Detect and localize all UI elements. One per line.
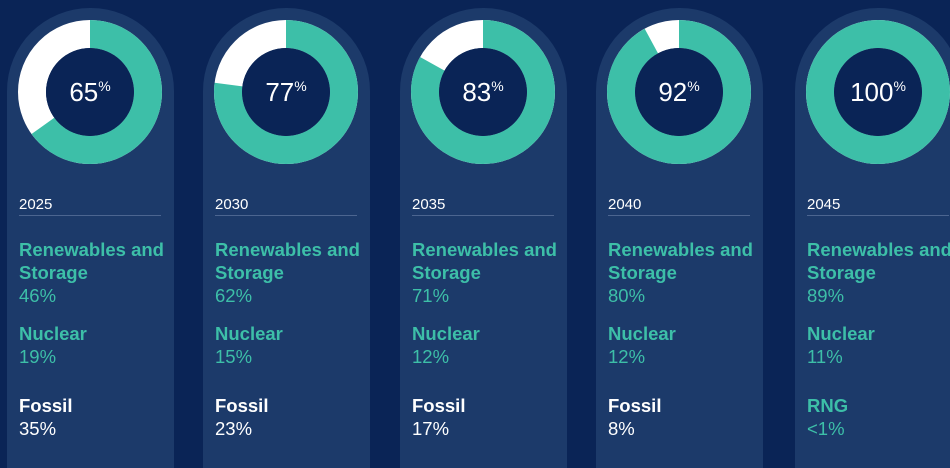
year: 2025 xyxy=(19,196,53,213)
mix-item: Nuclear 19% xyxy=(19,322,169,368)
divider xyxy=(608,215,750,216)
mix-value: 15% xyxy=(215,346,253,367)
mix-item: Nuclear 12% xyxy=(608,322,758,368)
mix-value: 46% xyxy=(19,285,57,306)
page: 65% 2025 Renewables and Storage 46% Nuclear 1… xyxy=(7,8,950,468)
card: 65% 2025 Renewables and Storage 46% Nuclear 1… xyxy=(7,8,174,468)
mix-item: Nuclear 15% xyxy=(215,322,365,368)
divider xyxy=(807,215,949,216)
donut-value: 77 xyxy=(265,77,294,107)
donut: 83% xyxy=(411,20,555,164)
mix-label: Nuclear xyxy=(608,323,676,344)
mix-label: Renewables and Storage xyxy=(608,239,753,283)
donut: 65% xyxy=(18,20,162,164)
donut-hole xyxy=(242,48,330,136)
mix-item: Nuclear 12% xyxy=(412,322,562,368)
donut-value: 92 xyxy=(658,77,687,107)
mix-label: Nuclear xyxy=(19,323,87,344)
donut-unit: % xyxy=(893,78,905,94)
donut-hole xyxy=(439,48,527,136)
mix-value: 62% xyxy=(215,285,253,306)
mix-value: 80% xyxy=(608,285,646,306)
donut: 100% xyxy=(806,20,950,164)
mix-label: Fossil xyxy=(412,395,466,416)
donut-unit: % xyxy=(98,78,110,94)
mix-item: Fossil 8% xyxy=(608,394,758,440)
mix-label: Renewables and Storage xyxy=(807,239,950,283)
donut-value: 65 xyxy=(69,77,98,107)
year: 2035 xyxy=(412,196,446,213)
card: 77% 2030 Renewables and Storage 62% Nuclear 1… xyxy=(203,8,370,468)
mix-value: 12% xyxy=(608,346,646,367)
donut-hole xyxy=(834,48,922,136)
mix-label: Renewables and Storage xyxy=(215,239,360,283)
divider xyxy=(215,215,357,216)
donut-label: 83% xyxy=(462,77,503,107)
card: 83% 2035 Renewables and Storage 71% Nuclear 1… xyxy=(400,8,567,468)
divider xyxy=(19,215,161,216)
divider xyxy=(412,215,554,216)
year: 2045 xyxy=(807,196,841,213)
donut-hole xyxy=(46,48,134,136)
mix-label: Nuclear xyxy=(215,323,283,344)
donut-arc xyxy=(806,20,950,164)
donut-hole xyxy=(635,48,723,136)
donut-unit: % xyxy=(294,78,306,94)
mix-item: Renewables and Storage 71% xyxy=(412,238,562,307)
mix-label: Nuclear xyxy=(807,323,875,344)
mix-label: Renewables and Storage xyxy=(19,239,164,283)
donut-arc xyxy=(18,20,162,164)
donut-unit: % xyxy=(491,78,503,94)
mix-item: Renewables and Storage 46% xyxy=(19,238,169,307)
mix-value: 8% xyxy=(608,418,635,439)
mix-value: 35% xyxy=(19,418,57,439)
mix-label: RNG xyxy=(807,395,849,416)
mix-value: <1% xyxy=(807,418,845,439)
year: 2030 xyxy=(215,196,249,213)
mix-label: Fossil xyxy=(19,395,73,416)
mix-label: Renewables and Storage xyxy=(412,239,557,283)
mix-value: 11% xyxy=(807,346,843,367)
mix-label: Nuclear xyxy=(412,323,480,344)
mix-item: RNG <1% xyxy=(807,394,950,440)
donut: 92% xyxy=(607,20,751,164)
donut-arc xyxy=(214,20,358,164)
mix-item: Renewables and Storage 62% xyxy=(215,238,365,307)
mix-item: Renewables and Storage 89% xyxy=(807,238,950,307)
donut-label: 65% xyxy=(69,77,110,107)
mix-value: 89% xyxy=(807,285,845,306)
donut-arc xyxy=(411,20,555,164)
mix-label: Fossil xyxy=(215,395,269,416)
mix-value: 23% xyxy=(215,418,253,439)
donut-value: 100 xyxy=(850,77,893,107)
mix-label: Fossil xyxy=(608,395,662,416)
donut-label: 77% xyxy=(265,77,306,107)
card: 92% 2040 Renewables and Storage 80% Nuclear 1… xyxy=(596,8,763,468)
mix-value: 17% xyxy=(412,418,450,439)
donut-label: 92% xyxy=(658,77,699,107)
mix-item: Fossil 35% xyxy=(19,394,169,440)
mix-value: 12% xyxy=(412,346,450,367)
card: 100% 2045 Renewables and Storage 89% Nuclear… xyxy=(795,8,950,468)
mix-item: Fossil 17% xyxy=(412,394,562,440)
mix-value: 19% xyxy=(19,346,57,367)
mix-value: 71% xyxy=(412,285,450,306)
donut-label: 100% xyxy=(850,77,906,107)
mix-item: Renewables and Storage 80% xyxy=(608,238,758,307)
donut-value: 83 xyxy=(462,77,491,107)
year: 2040 xyxy=(608,196,642,213)
donut: 77% xyxy=(214,20,358,164)
mix-item: Fossil 23% xyxy=(215,394,365,440)
donut-arc xyxy=(607,20,751,164)
donut-unit: % xyxy=(687,78,699,94)
mix-item: Nuclear 11% xyxy=(807,322,950,368)
